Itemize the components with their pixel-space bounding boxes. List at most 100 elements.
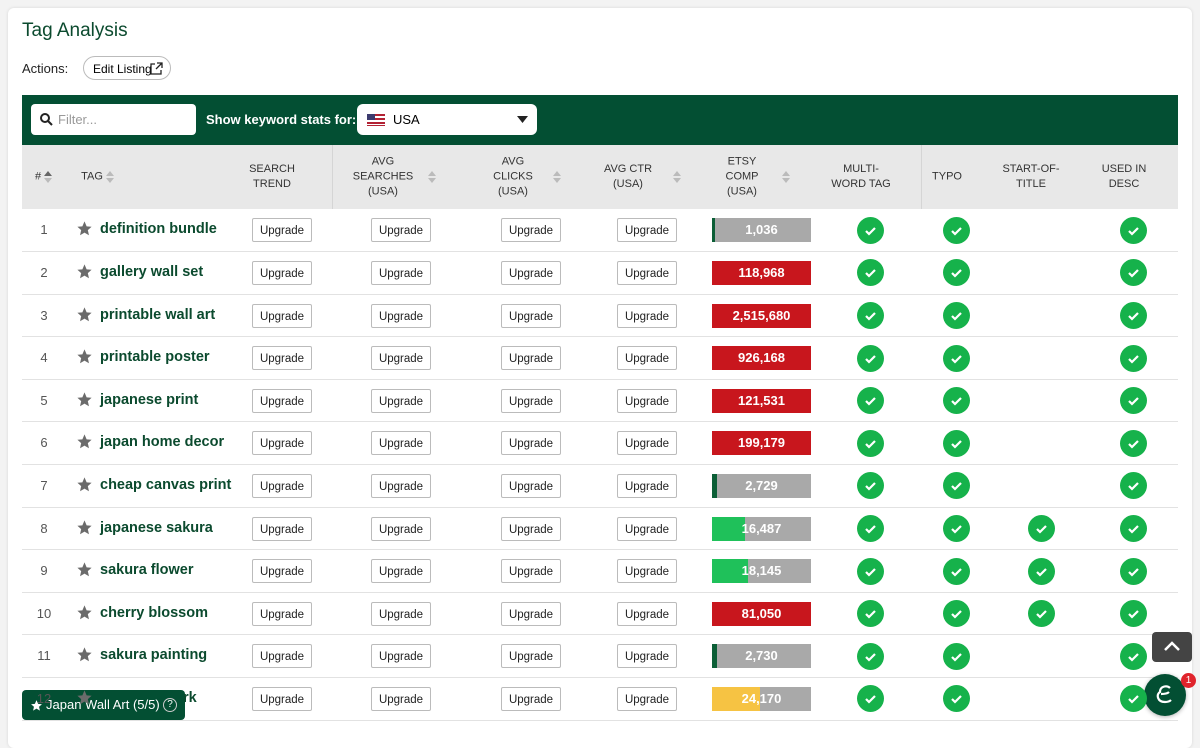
favorite-star[interactable]: [76, 561, 93, 578]
upgrade-button[interactable]: Upgrade: [617, 601, 677, 626]
sort-icon[interactable]: [782, 170, 790, 184]
upgrade-button[interactable]: Upgrade: [252, 601, 312, 626]
upgrade-button[interactable]: Upgrade: [501, 218, 561, 243]
favorite-star[interactable]: [76, 391, 93, 408]
favorite-star[interactable]: [76, 348, 93, 365]
favorite-star[interactable]: [76, 519, 93, 536]
comp-fill: [712, 516, 745, 541]
sort-icon[interactable]: [106, 170, 114, 184]
comp-fill: [712, 346, 811, 371]
check-icon: [856, 685, 884, 713]
upgrade-button[interactable]: Upgrade: [371, 559, 431, 584]
upgrade-button[interactable]: Upgrade: [501, 644, 561, 669]
chat-button[interactable]: [1144, 674, 1186, 716]
upgrade-button[interactable]: Upgrade: [371, 516, 431, 541]
upgrade-button[interactable]: Upgrade: [371, 260, 431, 285]
favorite-star[interactable]: [76, 433, 93, 450]
upgrade-button[interactable]: Upgrade: [501, 559, 561, 584]
upgrade-button[interactable]: Upgrade: [252, 516, 312, 541]
check-icon: [856, 387, 884, 415]
favorite-star[interactable]: [76, 263, 93, 280]
comp-bar: 2,730: [712, 644, 811, 669]
check-icon: [856, 642, 884, 670]
upgrade-button[interactable]: Upgrade: [371, 346, 431, 371]
upgrade-button[interactable]: Upgrade: [501, 686, 561, 711]
check-icon: [942, 472, 970, 500]
favorite-star[interactable]: [76, 689, 93, 706]
upgrade-button[interactable]: Upgrade: [252, 431, 312, 456]
sort-icon[interactable]: [428, 170, 436, 184]
check-icon: [942, 515, 970, 542]
favorite-star[interactable]: [76, 220, 93, 237]
upgrade-button[interactable]: Upgrade: [501, 601, 561, 626]
upgrade-button[interactable]: Upgrade: [371, 644, 431, 669]
flag-icon: [367, 114, 385, 126]
upgrade-button[interactable]: Upgrade: [252, 473, 312, 498]
upgrade-button[interactable]: Upgrade: [501, 260, 561, 285]
upgrade-button[interactable]: Upgrade: [371, 388, 431, 413]
upgrade-button[interactable]: Upgrade: [617, 473, 677, 498]
check-mark: [1035, 525, 1047, 534]
favorite-star[interactable]: [76, 646, 93, 663]
row-index: 10: [36, 605, 52, 621]
upgrade-button[interactable]: Upgrade: [501, 516, 561, 541]
upgrade-button[interactable]: Upgrade: [371, 431, 431, 456]
comp-value: 2,515,680: [732, 307, 791, 323]
scroll-top-button[interactable]: [1152, 632, 1192, 662]
check-icon: [942, 429, 970, 457]
upgrade-button[interactable]: Upgrade: [501, 388, 561, 413]
upgrade-button[interactable]: Upgrade: [617, 388, 677, 413]
favorite-star[interactable]: [76, 476, 93, 493]
upgrade-button[interactable]: Upgrade: [371, 686, 431, 711]
upgrade-button[interactable]: Upgrade: [617, 346, 677, 371]
sort-icon[interactable]: [673, 170, 681, 184]
upgrade-button[interactable]: Upgrade: [252, 388, 312, 413]
chat-logo: [1156, 685, 1172, 704]
upgrade-button[interactable]: Upgrade: [617, 559, 677, 584]
sort-icon[interactable]: [553, 170, 561, 184]
check-icon: [856, 557, 884, 585]
upgrade-button[interactable]: Upgrade: [252, 303, 312, 328]
comp-value: 24,170: [741, 690, 782, 706]
tag-name: rk: [183, 689, 197, 706]
upgrade-button[interactable]: Upgrade: [252, 644, 312, 669]
upgrade-button[interactable]: Upgrade: [501, 303, 561, 328]
upgrade-button[interactable]: Upgrade: [617, 516, 677, 541]
comp-bar: 81,050: [712, 601, 811, 626]
upgrade-button[interactable]: Upgrade: [617, 686, 677, 711]
check-mark: [1035, 567, 1047, 577]
upgrade-button[interactable]: Upgrade: [617, 218, 677, 243]
upgrade-button[interactable]: Upgrade: [252, 260, 312, 285]
upgrade-button[interactable]: Upgrade: [617, 260, 677, 285]
row-index: 1: [40, 222, 48, 238]
upgrade-button[interactable]: Upgrade: [617, 431, 677, 456]
upgrade-button[interactable]: Upgrade: [617, 644, 677, 669]
upgrade-button[interactable]: Upgrade: [501, 473, 561, 498]
check-icon: [942, 642, 970, 670]
upgrade-button[interactable]: Upgrade: [501, 431, 561, 456]
upgrade-button[interactable]: Upgrade: [252, 346, 312, 371]
upgrade-button[interactable]: Upgrade: [252, 559, 312, 584]
comp-value: 118,968: [738, 264, 785, 280]
upgrade-button[interactable]: Upgrade: [617, 303, 677, 328]
country-select[interactable]: USA: [357, 104, 537, 135]
upgrade-button[interactable]: Upgrade: [252, 686, 312, 711]
filter-input[interactable]: Filter...: [31, 104, 196, 135]
sort-icon[interactable]: [44, 170, 52, 184]
favorite-star[interactable]: [76, 306, 93, 323]
upgrade-button[interactable]: Upgrade: [371, 218, 431, 243]
upgrade-button[interactable]: Upgrade: [371, 303, 431, 328]
favorite-star[interactable]: [76, 604, 93, 621]
check-mark: [864, 653, 876, 662]
collection-pill[interactable]: Japan Wall Art (5/5) ?: [22, 690, 185, 720]
check-mark: [950, 610, 962, 619]
edit-listing-button[interactable]: Edit Listing: [83, 56, 171, 80]
upgrade-button[interactable]: Upgrade: [371, 601, 431, 626]
row-index: 9: [40, 563, 48, 579]
upgrade-button[interactable]: Upgrade: [501, 346, 561, 371]
upgrade-button[interactable]: Upgrade: [371, 473, 431, 498]
upgrade-button[interactable]: Upgrade: [252, 218, 312, 243]
comp-value: 2,729: [745, 477, 778, 493]
check-mark: [1127, 312, 1139, 321]
collection-text: Japan Wall Art (5/5): [46, 697, 160, 712]
